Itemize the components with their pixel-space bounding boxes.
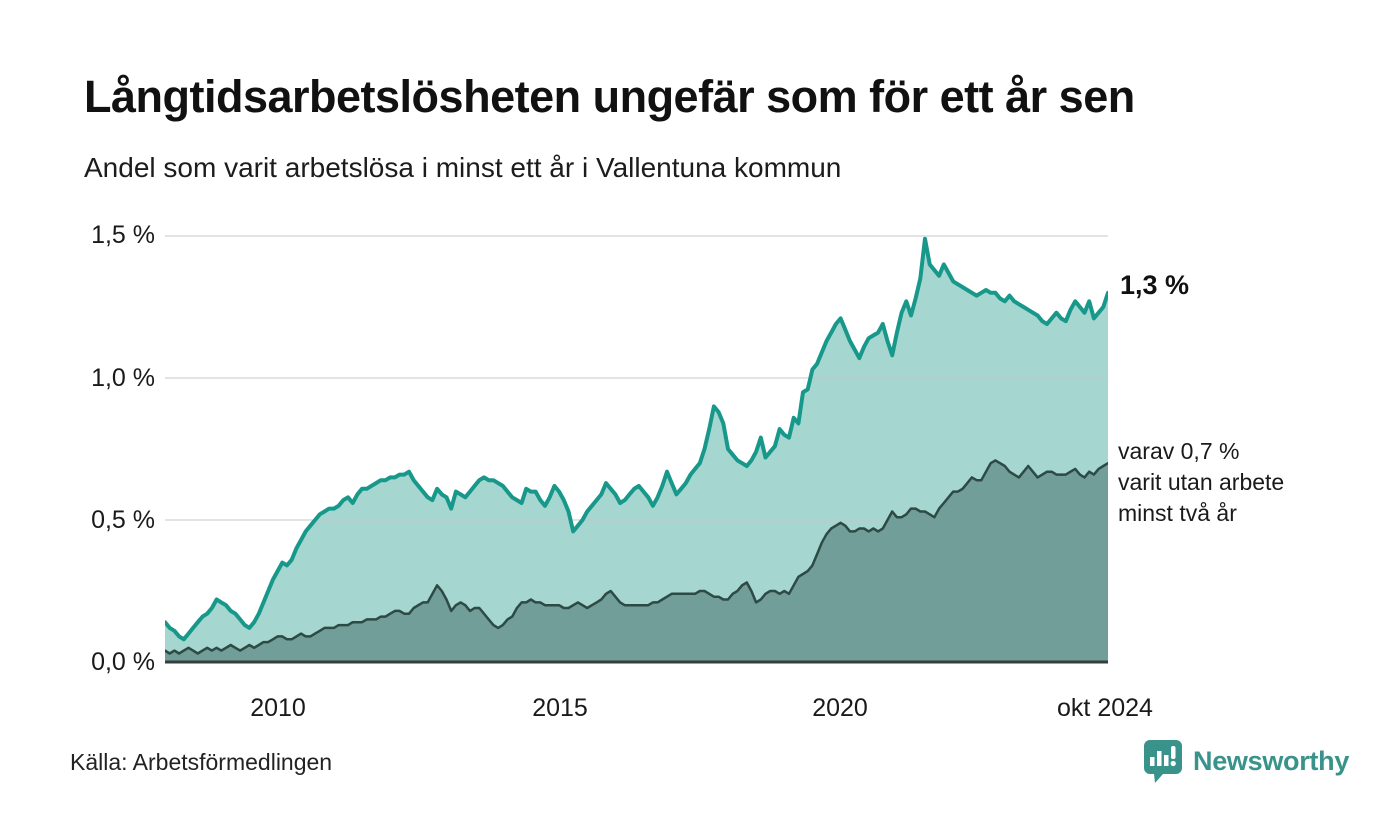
x-axis-label-2020: 2020 <box>812 694 868 722</box>
x-axis-label-2010: 2010 <box>250 694 306 722</box>
upper-series-line <box>165 236 1108 642</box>
y-axis-label-1-5: 1,5 % <box>91 221 155 249</box>
lower-series-line <box>165 459 1108 655</box>
source-attribution: Källa: Arbetsförmedlingen <box>70 749 333 775</box>
y-axis-label-1-0: 1,0 % <box>91 364 155 392</box>
y-axis-label-0-5: 0,5 % <box>91 506 155 534</box>
page-title: Långtidsarbetslösheten ungefär som för e… <box>84 71 1135 122</box>
series-end-value-label: 1,3 % <box>1120 270 1190 300</box>
x-axis-label-2015: 2015 <box>532 694 588 722</box>
y-axis-label-0-0: 0,0 % <box>91 648 155 676</box>
newsworthy-logo-icon <box>1144 740 1182 783</box>
x-axis-label-okt-2024: okt 2024 <box>1057 694 1153 722</box>
secondary-annotation-line-1: varav 0,7 % <box>1118 438 1240 464</box>
newsworthy-logo: Newsworthy <box>1141 738 1349 784</box>
area-chart-plot <box>165 235 1108 664</box>
secondary-annotation-line-3: minst två år <box>1118 500 1237 526</box>
secondary-annotation-line-2: varit utan arbete <box>1118 469 1285 495</box>
newsworthy-logo-text: Newsworthy <box>1193 745 1350 776</box>
chart-subtitle: Andel som varit arbetslösa i minst ett å… <box>84 152 842 183</box>
secondary-series-annotation: varav 0,7 % varit utan arbete minst två … <box>1118 436 1338 529</box>
